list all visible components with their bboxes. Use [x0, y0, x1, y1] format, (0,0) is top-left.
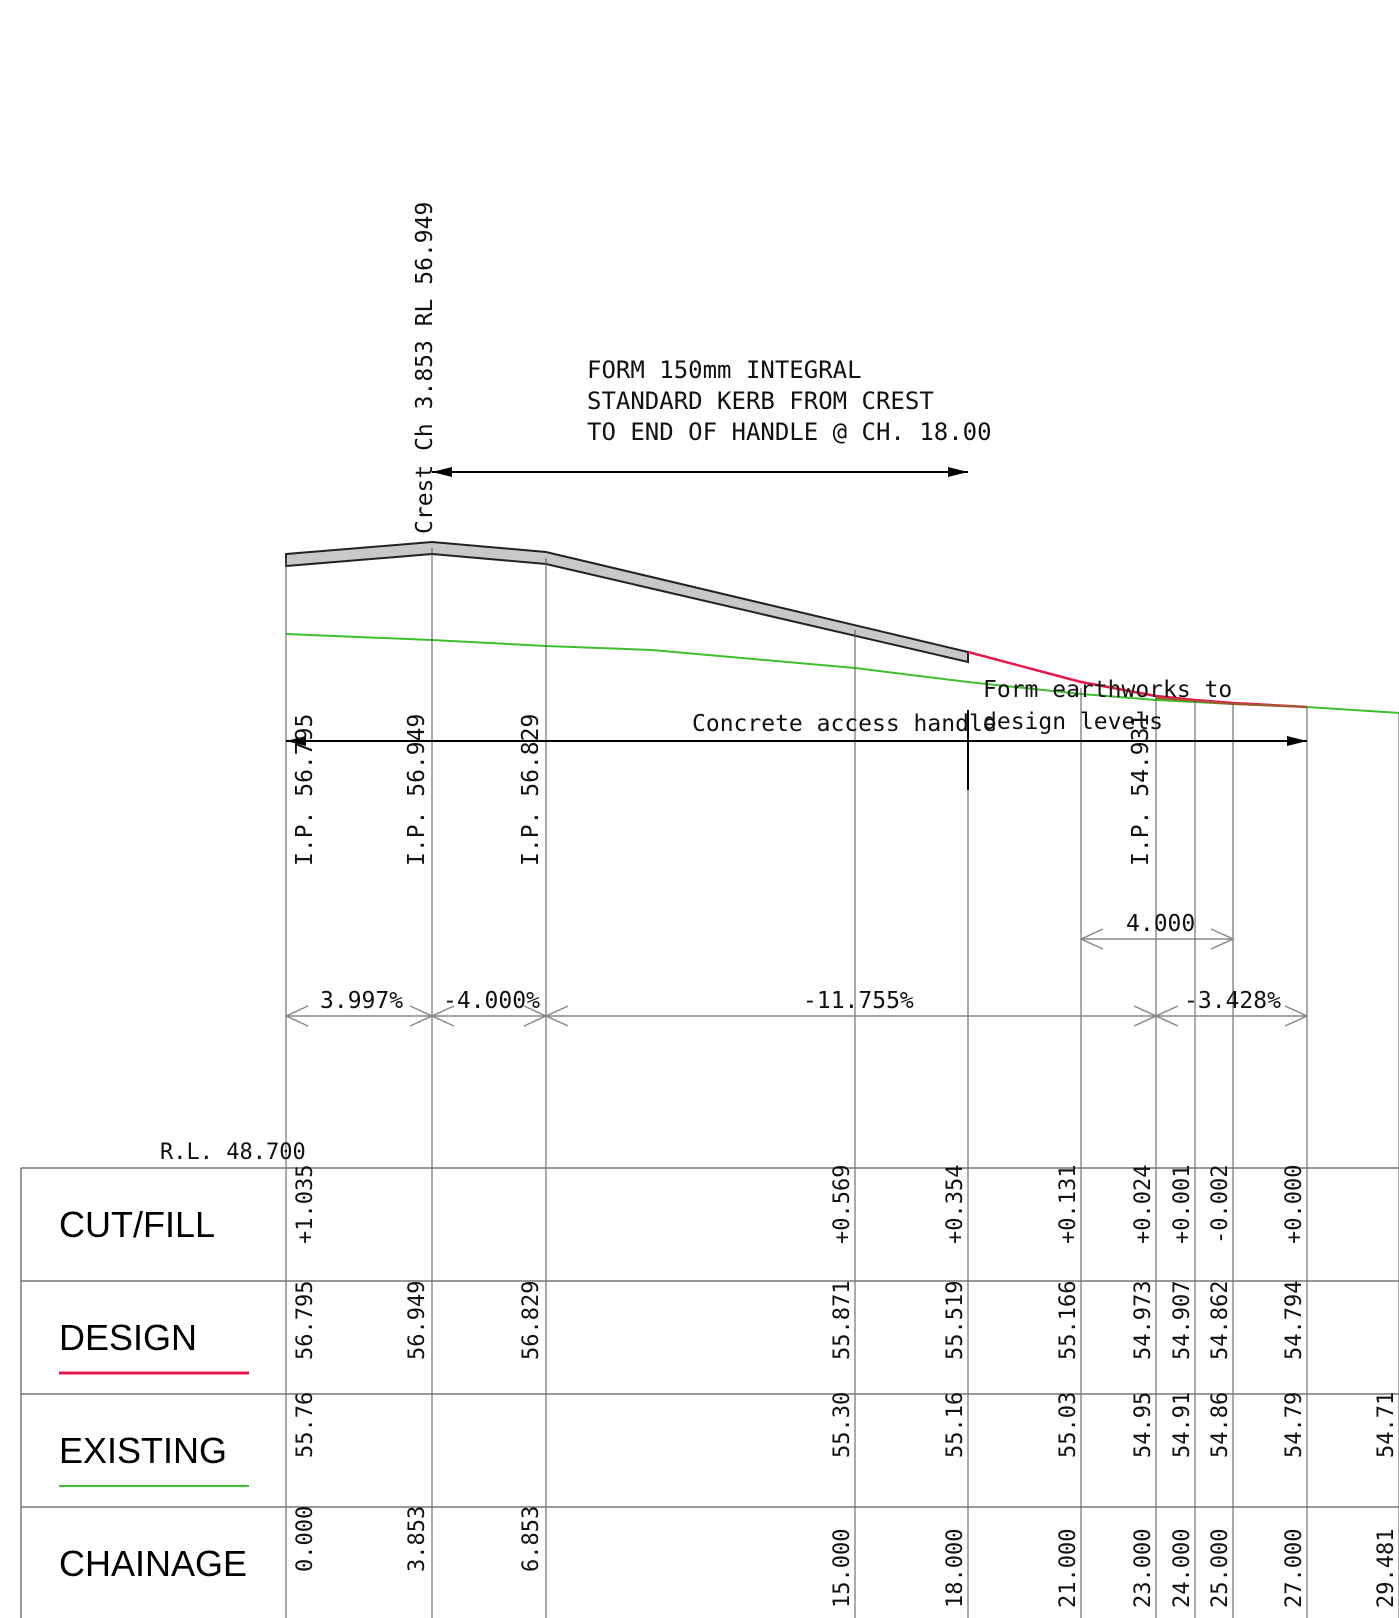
design-value: 56.829	[519, 1281, 544, 1360]
dimension-4000-label: 4.000	[1126, 911, 1195, 937]
existing-value: 54.79	[1282, 1392, 1307, 1458]
cut-fill-value: +0.024	[1131, 1165, 1156, 1244]
chainage-value: 25.000	[1208, 1529, 1233, 1608]
extent-arrow	[286, 710, 1307, 790]
row-label-cut-fill: CUT/FILL	[59, 1204, 215, 1245]
design-value: 56.795	[293, 1281, 318, 1360]
existing-value: 54.86	[1208, 1392, 1233, 1458]
earthworks-note-line-1: Form earthworks to	[983, 677, 1232, 703]
chainage-value: 6.853	[519, 1506, 544, 1572]
cut-fill-value: -0.002	[1208, 1165, 1233, 1244]
existing-value: 54.71	[1374, 1392, 1399, 1458]
cut-fill-value: +0.569	[830, 1165, 855, 1244]
existing-value: 54.95	[1131, 1392, 1156, 1458]
chainage-value: 0.000	[293, 1506, 318, 1572]
design-value: 54.794	[1282, 1281, 1307, 1360]
chainage-values: 0.000 3.853 6.853 15.000 18.000 21.000 2…	[293, 1506, 1399, 1608]
row-label-design: DESIGN	[59, 1317, 197, 1358]
kerb-note-line-2: STANDARD KERB FROM CREST	[587, 387, 934, 415]
ip-label-2: I.P. 56.829	[518, 714, 544, 866]
cut-fill-values: +1.035 +0.569 +0.354 +0.131 +0.024 +0.00…	[293, 1165, 1307, 1244]
datum-label: R.L. 48.700	[160, 1140, 306, 1165]
design-value: 54.907	[1170, 1281, 1195, 1360]
chainage-gridlines	[285, 548, 1399, 1618]
kerb-extent-arrow	[432, 467, 968, 477]
ip-label-3: I.P. 54.931	[1128, 714, 1154, 866]
ip-label-0: I.P. 56.795	[292, 714, 318, 866]
ip-label-1: I.P. 56.949	[404, 714, 430, 866]
design-value: 55.166	[1056, 1281, 1081, 1360]
cut-fill-value: +0.000	[1282, 1165, 1307, 1244]
existing-value: 55.03	[1056, 1392, 1081, 1458]
kerb-note-line-3: TO END OF HANDLE @ CH. 18.00	[587, 418, 992, 446]
row-label-existing: EXISTING	[59, 1430, 227, 1471]
chainage-value: 18.000	[943, 1529, 968, 1608]
existing-value: 55.76	[293, 1392, 318, 1458]
existing-value: 55.16	[943, 1392, 968, 1458]
grade-label-0: 3.997%	[320, 988, 403, 1014]
chainage-value: 27.000	[1282, 1529, 1307, 1608]
grade-label-2: -11.755%	[803, 988, 914, 1014]
handle-label: Concrete access handle	[692, 711, 997, 737]
cut-fill-value: +0.131	[1056, 1165, 1081, 1244]
existing-values: 55.76 55.30 55.16 55.03 54.95 54.91 54.8…	[293, 1392, 1399, 1458]
chainage-value: 21.000	[1056, 1529, 1081, 1608]
design-values: 56.795 56.949 56.829 55.871 55.519 55.16…	[293, 1281, 1307, 1360]
chainage-value: 15.000	[830, 1529, 855, 1608]
chainage-value: 3.853	[405, 1506, 430, 1572]
existing-value: 54.91	[1170, 1392, 1195, 1458]
concrete-handle-band	[285, 540, 969, 664]
cut-fill-value: +0.001	[1170, 1165, 1195, 1244]
design-value: 56.949	[405, 1281, 430, 1360]
cut-fill-value: +0.354	[943, 1165, 968, 1244]
chainage-value: 29.481	[1374, 1529, 1399, 1608]
kerb-note-line-1: FORM 150mm INTEGRAL	[587, 356, 862, 384]
chainage-value: 23.000	[1131, 1529, 1156, 1608]
design-value: 55.519	[943, 1281, 968, 1360]
grade-label-3: -3.428%	[1184, 988, 1281, 1014]
design-value: 54.862	[1208, 1281, 1233, 1360]
crest-label: Crest Ch 3.853 RL 56.949	[412, 202, 438, 534]
match-line	[1155, 697, 1308, 708]
dimension-4000	[1079, 928, 1235, 950]
chainage-value: 24.000	[1170, 1529, 1195, 1608]
grade-dimension-line	[284, 1005, 1309, 1027]
design-value: 55.871	[830, 1281, 855, 1360]
data-table-frame	[20, 1167, 1399, 1618]
cut-fill-value: +1.035	[293, 1165, 318, 1244]
existing-value: 55.30	[830, 1392, 855, 1458]
earthworks-note-line-2: design levels	[983, 709, 1163, 735]
grade-label-1: -4.000%	[443, 988, 540, 1014]
design-value: 54.973	[1131, 1281, 1156, 1360]
row-label-chainage: CHAINAGE	[59, 1543, 247, 1584]
